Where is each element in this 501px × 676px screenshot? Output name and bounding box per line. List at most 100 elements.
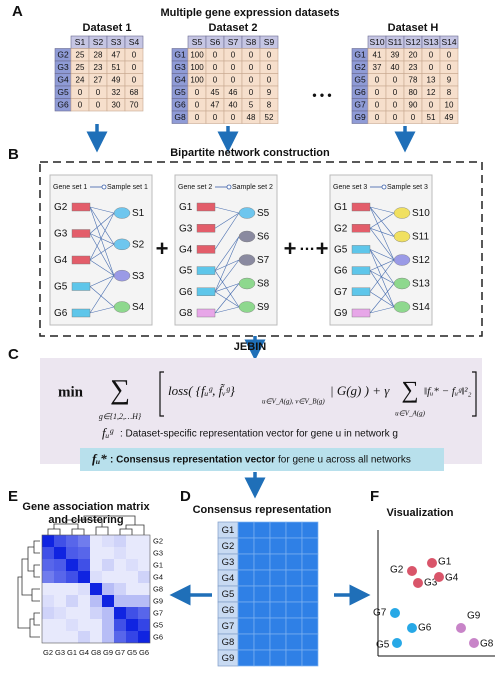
edge (89, 212, 115, 234)
point (469, 638, 479, 648)
cell-value: 9 (267, 88, 272, 97)
heatmap-cell (78, 619, 90, 631)
panel-label: B (8, 146, 19, 163)
gene-label: G7 (222, 621, 235, 632)
heatmap-cell (114, 595, 126, 607)
heatmap-cell (126, 547, 138, 559)
sample-set-label: Sample set 1 (107, 184, 148, 191)
gene-label: G5 (222, 589, 235, 600)
heatmap-cell (54, 595, 66, 607)
cell-value: 23 (409, 63, 418, 72)
gene-node (196, 308, 216, 318)
heatmap-cell (66, 571, 78, 583)
cell-value: 0 (249, 75, 254, 84)
heatmap-cell (114, 559, 126, 571)
network-frame (39, 161, 483, 337)
gene-node (351, 223, 371, 233)
scatter-axes (377, 530, 495, 657)
point-label: G3 (424, 578, 438, 589)
heatmap-cell (54, 583, 66, 595)
edge (89, 244, 115, 261)
cell-value: 0 (213, 113, 218, 122)
row-header: G4 (57, 75, 69, 85)
heatmap-cell (42, 559, 54, 571)
edge (369, 206, 395, 237)
edge (89, 206, 115, 245)
heatmap-cell (90, 535, 102, 547)
edge (214, 212, 240, 250)
value-cell (439, 110, 459, 124)
formula-sum: ∑ (401, 378, 418, 404)
cell-value: 0 (213, 63, 218, 72)
row-header: G1 (354, 50, 366, 60)
edge (214, 270, 240, 308)
column-label: G9 (103, 648, 113, 657)
sample-node (393, 207, 411, 219)
column-label: G2 (43, 648, 53, 657)
point (390, 608, 400, 618)
heatmap-cell (126, 583, 138, 595)
gene-node (196, 287, 216, 296)
point-label: G4 (445, 573, 459, 584)
embedding-cell (269, 649, 287, 667)
embedding-cell (253, 585, 271, 603)
row-header: G2 (354, 62, 366, 72)
heatmap-cell (90, 607, 102, 619)
cell-value: 0 (78, 100, 83, 109)
edge (369, 259, 395, 292)
cell-value: 48 (247, 113, 256, 122)
cell-value: 24 (76, 75, 85, 84)
gene-node-label: G2 (334, 223, 348, 234)
heatmap-cell (66, 619, 78, 631)
gene-node-label: G6 (179, 287, 193, 298)
gene-node-label: G7 (334, 287, 348, 298)
column-header: S8 (246, 37, 257, 47)
row-header: G6 (354, 87, 366, 97)
edge (369, 206, 395, 214)
cell-value: 0 (96, 88, 101, 97)
embedding-cell (301, 617, 319, 635)
network-box (174, 174, 278, 326)
heatmap-cell (114, 571, 126, 583)
embedding-cell (301, 553, 319, 571)
embedding-cell (301, 585, 319, 603)
cell-value: 20 (409, 50, 418, 59)
heatmap-cell (66, 607, 78, 619)
embedding-cell (269, 633, 287, 651)
formula-loss: loss( {fᵤᵍ, f̃ᵥᵍ} (168, 383, 236, 398)
edge (214, 259, 240, 292)
gene-node (351, 245, 371, 254)
edge (214, 291, 240, 308)
heatmap-cell (90, 631, 102, 643)
arrows (86, 124, 416, 606)
point (392, 638, 402, 648)
row-header: G4 (174, 75, 186, 85)
edge (89, 233, 115, 276)
cell-value: 0 (132, 75, 137, 84)
heatmap-cell (42, 547, 54, 559)
heatmap-cell (66, 547, 78, 559)
row-header: G1 (174, 50, 186, 60)
cell-value: 0 (249, 63, 254, 72)
sample-node (113, 207, 131, 219)
cell-value: 0 (231, 50, 236, 59)
cell-value: 70 (130, 100, 139, 109)
gene-node-label: G8 (179, 308, 193, 319)
heatmap-cell (66, 583, 78, 595)
cell-value: 27 (94, 75, 103, 84)
cell-value: 25 (76, 50, 85, 59)
set-arrow-head (101, 184, 107, 190)
heatmap-cell (66, 631, 78, 643)
embedding-cell (237, 569, 255, 587)
sample-node-label: S14 (412, 302, 430, 313)
cell-value: 0 (195, 113, 200, 122)
column-header: S7 (228, 37, 239, 47)
point-label: G7 (373, 608, 387, 619)
value-cell (124, 98, 144, 112)
edge (214, 236, 240, 271)
gene-node-label: G4 (179, 245, 193, 256)
consensus-box (80, 448, 444, 471)
heatmap-cell (90, 619, 102, 631)
sample-set-label: Sample set 2 (232, 184, 273, 191)
